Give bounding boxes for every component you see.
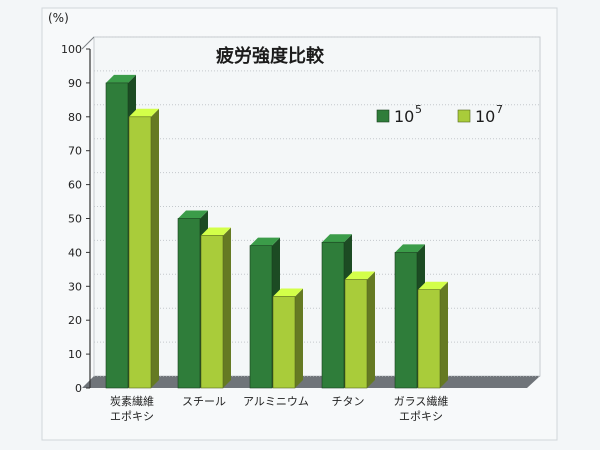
bar-top — [395, 244, 425, 253]
x-tick-label: 炭素繊維エポキシ — [110, 395, 154, 423]
legend-label: 10 — [475, 107, 495, 126]
bar-front — [272, 296, 296, 389]
legend-label: 10 — [394, 107, 414, 126]
y-tick-label: 10 — [68, 348, 82, 361]
bar-top — [178, 210, 208, 219]
chart-title: 疲労強度比較 — [216, 45, 325, 67]
bar-front — [105, 82, 129, 389]
legend-item: 10 5 — [376, 103, 422, 126]
x-tick-label: ガラス繊維エポキシ — [394, 395, 449, 423]
y-tick-label: 20 — [68, 314, 82, 327]
legend-exponent: 5 — [415, 103, 422, 116]
legend: 10 5 10 7 — [376, 103, 503, 126]
bar-front — [394, 252, 418, 389]
legend-swatch — [376, 109, 390, 123]
bar-top — [322, 234, 352, 243]
y-axis — [86, 48, 91, 389]
y-axis-unit: (%) — [48, 11, 69, 25]
bar-side — [440, 281, 448, 388]
bar-4-series-1 — [417, 281, 448, 389]
bar-top — [250, 237, 280, 246]
x-tick-label: チタン — [332, 395, 365, 408]
bars — [105, 74, 448, 389]
y-tick-label: 0 — [75, 382, 82, 395]
bar-side — [367, 271, 375, 388]
bar-top — [129, 108, 159, 117]
bar-0-series-1 — [128, 108, 159, 389]
legend-exponent: 7 — [496, 103, 503, 116]
x-tick-label: スチール — [182, 395, 226, 408]
bar-front — [249, 245, 273, 389]
bar-front — [417, 289, 441, 389]
legend-item: 10 7 — [457, 103, 503, 126]
bar-side — [151, 108, 159, 389]
y-tick-label: 90 — [68, 77, 82, 90]
x-tick-labels: 炭素繊維エポキシ スチール アルミニウム チタン ガラス繊維エポキシ — [110, 395, 448, 423]
gridlines — [94, 36, 540, 377]
y-tick-label: 100 — [61, 43, 82, 56]
bar-2-series-1 — [272, 288, 303, 389]
bar-top — [106, 74, 136, 83]
bar-front — [177, 218, 201, 389]
x-tick-label: アルミニウム — [243, 395, 309, 408]
y-tick-labels: 0 10 20 30 40 50 60 70 80 90 100 — [61, 43, 82, 395]
bar-side — [223, 227, 231, 388]
bar-front — [200, 235, 224, 389]
bar-front — [321, 241, 345, 389]
bar-front — [344, 279, 368, 389]
y-tick-label: 60 — [68, 179, 82, 192]
y-tick-label: 50 — [68, 213, 82, 226]
bar-side — [295, 288, 303, 388]
bar-top — [273, 288, 303, 297]
plot-left-wall-edge — [81, 36, 95, 50]
y-tick-label: 70 — [68, 145, 82, 158]
y-tick-label: 40 — [68, 246, 82, 259]
bar-front — [128, 116, 152, 389]
bar-top — [418, 281, 448, 290]
bar-top — [201, 227, 231, 236]
bar-top — [345, 271, 375, 280]
bar-1-series-1 — [200, 227, 231, 389]
y-tick-label: 30 — [68, 280, 82, 293]
bar-3-series-1 — [344, 271, 375, 389]
legend-swatch — [457, 109, 471, 123]
y-tick-label: 80 — [68, 111, 82, 124]
